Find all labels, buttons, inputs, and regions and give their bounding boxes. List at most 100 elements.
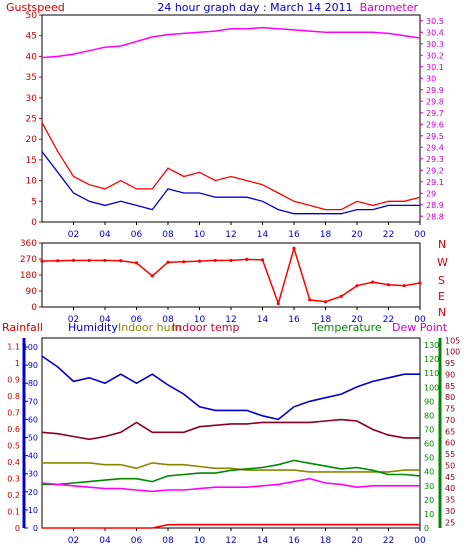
right-tick-label: 30.5 (426, 17, 444, 26)
right-tick-label: 28.8 (426, 212, 444, 221)
dew-point-tick-label: 30 (445, 507, 455, 516)
dew-point-tick-label: 100 (445, 348, 460, 357)
left-tick-label: 45 (26, 32, 37, 42)
humidity-tick-label: 0 (33, 524, 38, 533)
x-tick-label: 10 (194, 230, 206, 240)
dew-point-tick-label: 50 (445, 461, 455, 470)
wind-direction-point (40, 259, 44, 263)
temperature-tick-label: 30 (424, 482, 434, 491)
right-tick-label: 28.9 (426, 201, 444, 210)
left-tick-label: 40 (26, 52, 38, 62)
x-tick-label: 18 (320, 315, 332, 325)
right-tick-label: 29.1 (426, 178, 444, 187)
right-tick-label: 30.4 (426, 28, 444, 37)
wind-direction-point (292, 246, 296, 250)
x-tick-label: 20 (351, 315, 363, 325)
temperature-tick-label: 0 (424, 524, 429, 533)
x-tick-label: 12 (225, 315, 236, 325)
wind-direction-point (134, 261, 139, 265)
x-tick-label: 00 (414, 230, 426, 240)
left-tick-label: 25 (26, 115, 37, 125)
indoor-hum-line (42, 462, 420, 473)
direction-label-n-top: N (438, 238, 446, 251)
legend-temperature: Temperature (311, 321, 382, 334)
wind-direction-point (150, 274, 154, 278)
right-tick-label: 29.5 (426, 132, 444, 141)
direction-label-n-bottom: N (438, 306, 446, 319)
dew-point-tick-label: 95 (445, 359, 455, 368)
humidity-tick-label: 70 (28, 397, 38, 406)
rain-tick-label: 0.8 (7, 392, 20, 401)
x-tick-label: 18 (320, 230, 332, 240)
wind-average-line (41, 151, 420, 215)
dew-point-tick-label: 65 (445, 427, 455, 436)
x-tick-label: 22 (383, 315, 394, 325)
right-tick-label: 29.8 (426, 97, 444, 106)
dew-point-tick-label: 85 (445, 382, 455, 391)
legend-indoor-temp: Indoor temp (172, 321, 239, 334)
barometer-line (41, 26, 421, 59)
x-tick-label: 06 (131, 315, 143, 325)
rain-tick-label: 0.1 (7, 507, 20, 516)
x-tick-label: 04 (99, 536, 111, 546)
dew-point-tick-label: 35 (445, 496, 455, 505)
x-tick-label: 16 (288, 230, 300, 240)
x-tick-label: 16 (288, 536, 300, 546)
temperature-tick-label: 80 (424, 411, 434, 420)
x-tick-label: 08 (162, 536, 174, 546)
direction-tick-label: 90 (26, 287, 38, 297)
dew-point-tick-label: 90 (445, 370, 455, 379)
dew-point-tick-label: 80 (445, 393, 455, 402)
dew-point-tick-label: 25 (445, 518, 455, 527)
temperature-tick-label: 130 (424, 341, 439, 350)
humidity-tick-label: 40 (28, 452, 38, 461)
right-tick-label: 30.1 (426, 63, 444, 72)
wind-direction-point (355, 284, 359, 288)
x-tick-label: 08 (162, 230, 174, 240)
wind-direction-point (119, 259, 123, 263)
wind-direction-point (182, 260, 186, 264)
x-tick-label: 10 (194, 536, 206, 546)
humidity-tick-label: 20 (28, 488, 38, 497)
bottom-plot-frame (41, 337, 421, 529)
x-tick-label: 04 (99, 230, 111, 240)
right-tick-label: 29.7 (426, 109, 444, 118)
temperature-tick-label: 100 (424, 383, 439, 392)
temperature-tick-label: 50 (424, 454, 434, 463)
temperature-tick-label: 70 (424, 425, 434, 434)
rain-tick-label: 0.9 (7, 375, 20, 384)
rain-tick-label: 0.2 (7, 491, 20, 500)
dew-point-tick-label: 75 (445, 405, 455, 414)
x-tick-label: 12 (225, 536, 236, 546)
dew-point-tick-label: 55 (445, 450, 455, 459)
direction-tick-label: 360 (20, 239, 37, 249)
temperature-tick-label: 20 (424, 496, 434, 505)
x-tick-label: 14 (257, 315, 269, 325)
legend-rainfall: Rainfall (2, 321, 43, 334)
temperature-tick-label: 90 (424, 397, 434, 406)
gustspeed-label: Gustspeed (6, 1, 65, 14)
rain-tick-label: 0.3 (7, 474, 20, 483)
x-tick-label: 20 (351, 536, 363, 546)
wind-direction-point (229, 258, 233, 263)
rain-tick-label: 0 (15, 524, 20, 533)
humidity-tick-label: 50 (28, 434, 38, 443)
x-tick-label: 12 (225, 230, 236, 240)
wind-direction-point (166, 260, 170, 264)
left-tick-label: 0 (31, 218, 37, 228)
temperature-line (42, 459, 421, 486)
x-tick-label: 22 (383, 536, 394, 546)
rainfall-line (42, 523, 420, 529)
wind-direction-point (245, 257, 249, 261)
wind-direction-point (260, 258, 265, 262)
left-tick-label: 10 (26, 177, 38, 187)
wind-direction-point (71, 258, 76, 263)
rain-tick-label: 1 (15, 359, 20, 368)
left-tick-label: 50 (26, 11, 38, 21)
wind-direction-point (418, 281, 422, 285)
left-tick-label: 15 (26, 156, 37, 166)
rain-tick-label: 0.7 (7, 408, 20, 417)
x-tick-label: 18 (320, 536, 332, 546)
x-tick-label: 14 (257, 536, 269, 546)
